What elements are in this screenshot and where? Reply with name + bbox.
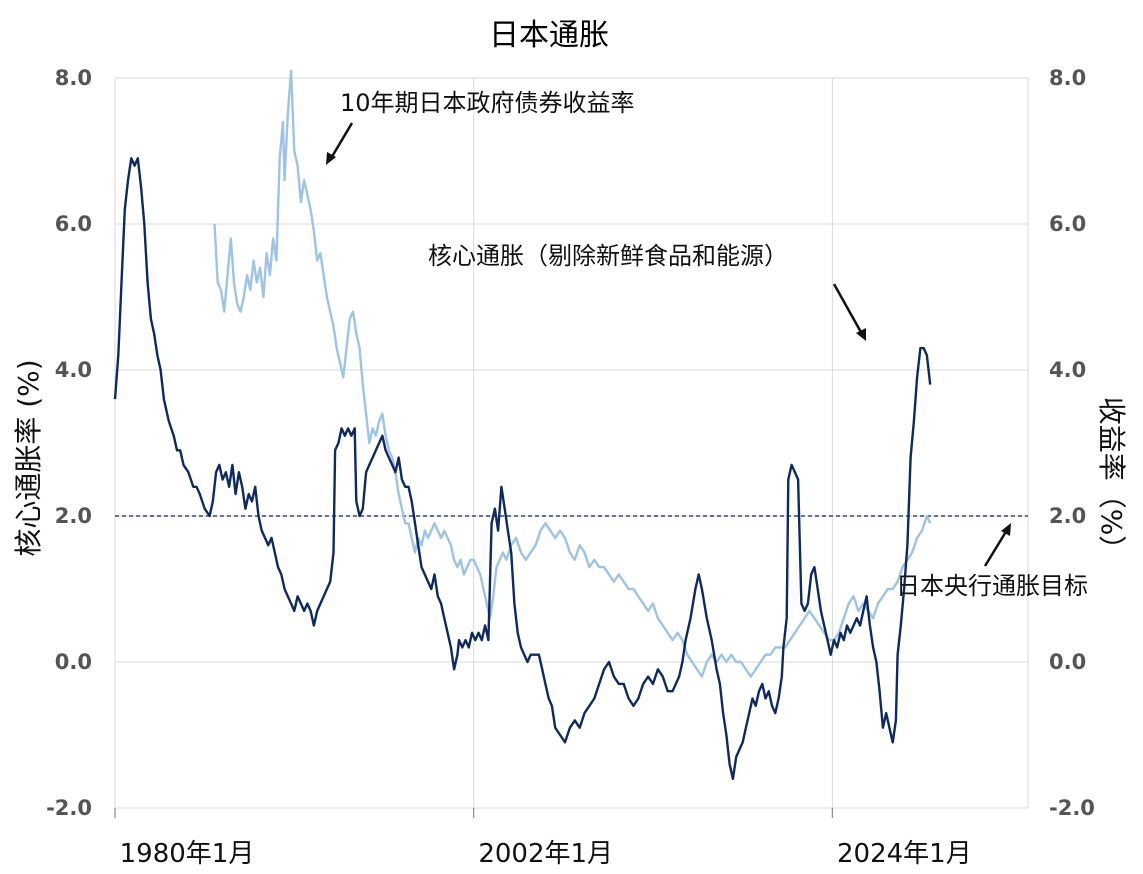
annotation-jgb-yield: 10年期日本政府债券收益率 [340,89,635,117]
y-axis-right-label: 收益率（%） [1095,397,1128,564]
annotation-boj-arrowhead [1001,523,1011,536]
y-tick-label-left: -2.0 [46,796,92,820]
gridlines [114,77,1029,809]
y-tick-label-right: 2.0 [1049,504,1086,528]
annotation-boj-target: 日本央行通胀目标 [896,572,1088,600]
x-tick-label: 2024年1月 [837,839,972,869]
annotation-jgb-arrowhead [326,152,336,165]
annotation-core-arrowhead [856,328,866,341]
y-tick-label-left: 8.0 [55,66,92,90]
y-tick-label-right: 8.0 [1049,66,1086,90]
y-tick-label-left: 0.0 [55,650,92,674]
annotation-core-inflation: 核心通胀（剔除新鲜食品和能源） [428,242,788,270]
y-axis-right-ticks: -2.0 0.0 2.0 4.0 6.0 8.0 [1049,66,1095,820]
annotation-boj-arrow [983,529,1009,567]
y-axis-left-label: 核心通胀率 (%) [12,359,45,556]
annotation-jgb-arrow [328,122,354,161]
y-axis-left-ticks: -2.0 0.0 2.0 4.0 6.0 8.0 [46,66,92,820]
y-tick-label-right: -2.0 [1049,796,1095,820]
chart-title: 日本通胀 [489,18,609,53]
y-tick-label-left: 2.0 [55,504,92,528]
series-lines [113,69,932,780]
y-tick-label-right: 6.0 [1049,212,1086,236]
y-tick-label-left: 6.0 [55,212,92,236]
jgb-10y-yield-line [213,69,932,678]
x-tick-label: 2002年1月 [478,839,613,869]
x-tick-label: 1980年1月 [120,839,255,869]
annotation-core-arrow [832,283,864,335]
y-tick-label-right: 4.0 [1049,358,1086,382]
core-inflation-line [113,157,932,780]
x-axis-ticks: 1980年1月 2002年1月 2024年1月 [114,808,972,869]
y-tick-label-left: 4.0 [55,358,92,382]
y-tick-label-right: 0.0 [1049,650,1086,674]
